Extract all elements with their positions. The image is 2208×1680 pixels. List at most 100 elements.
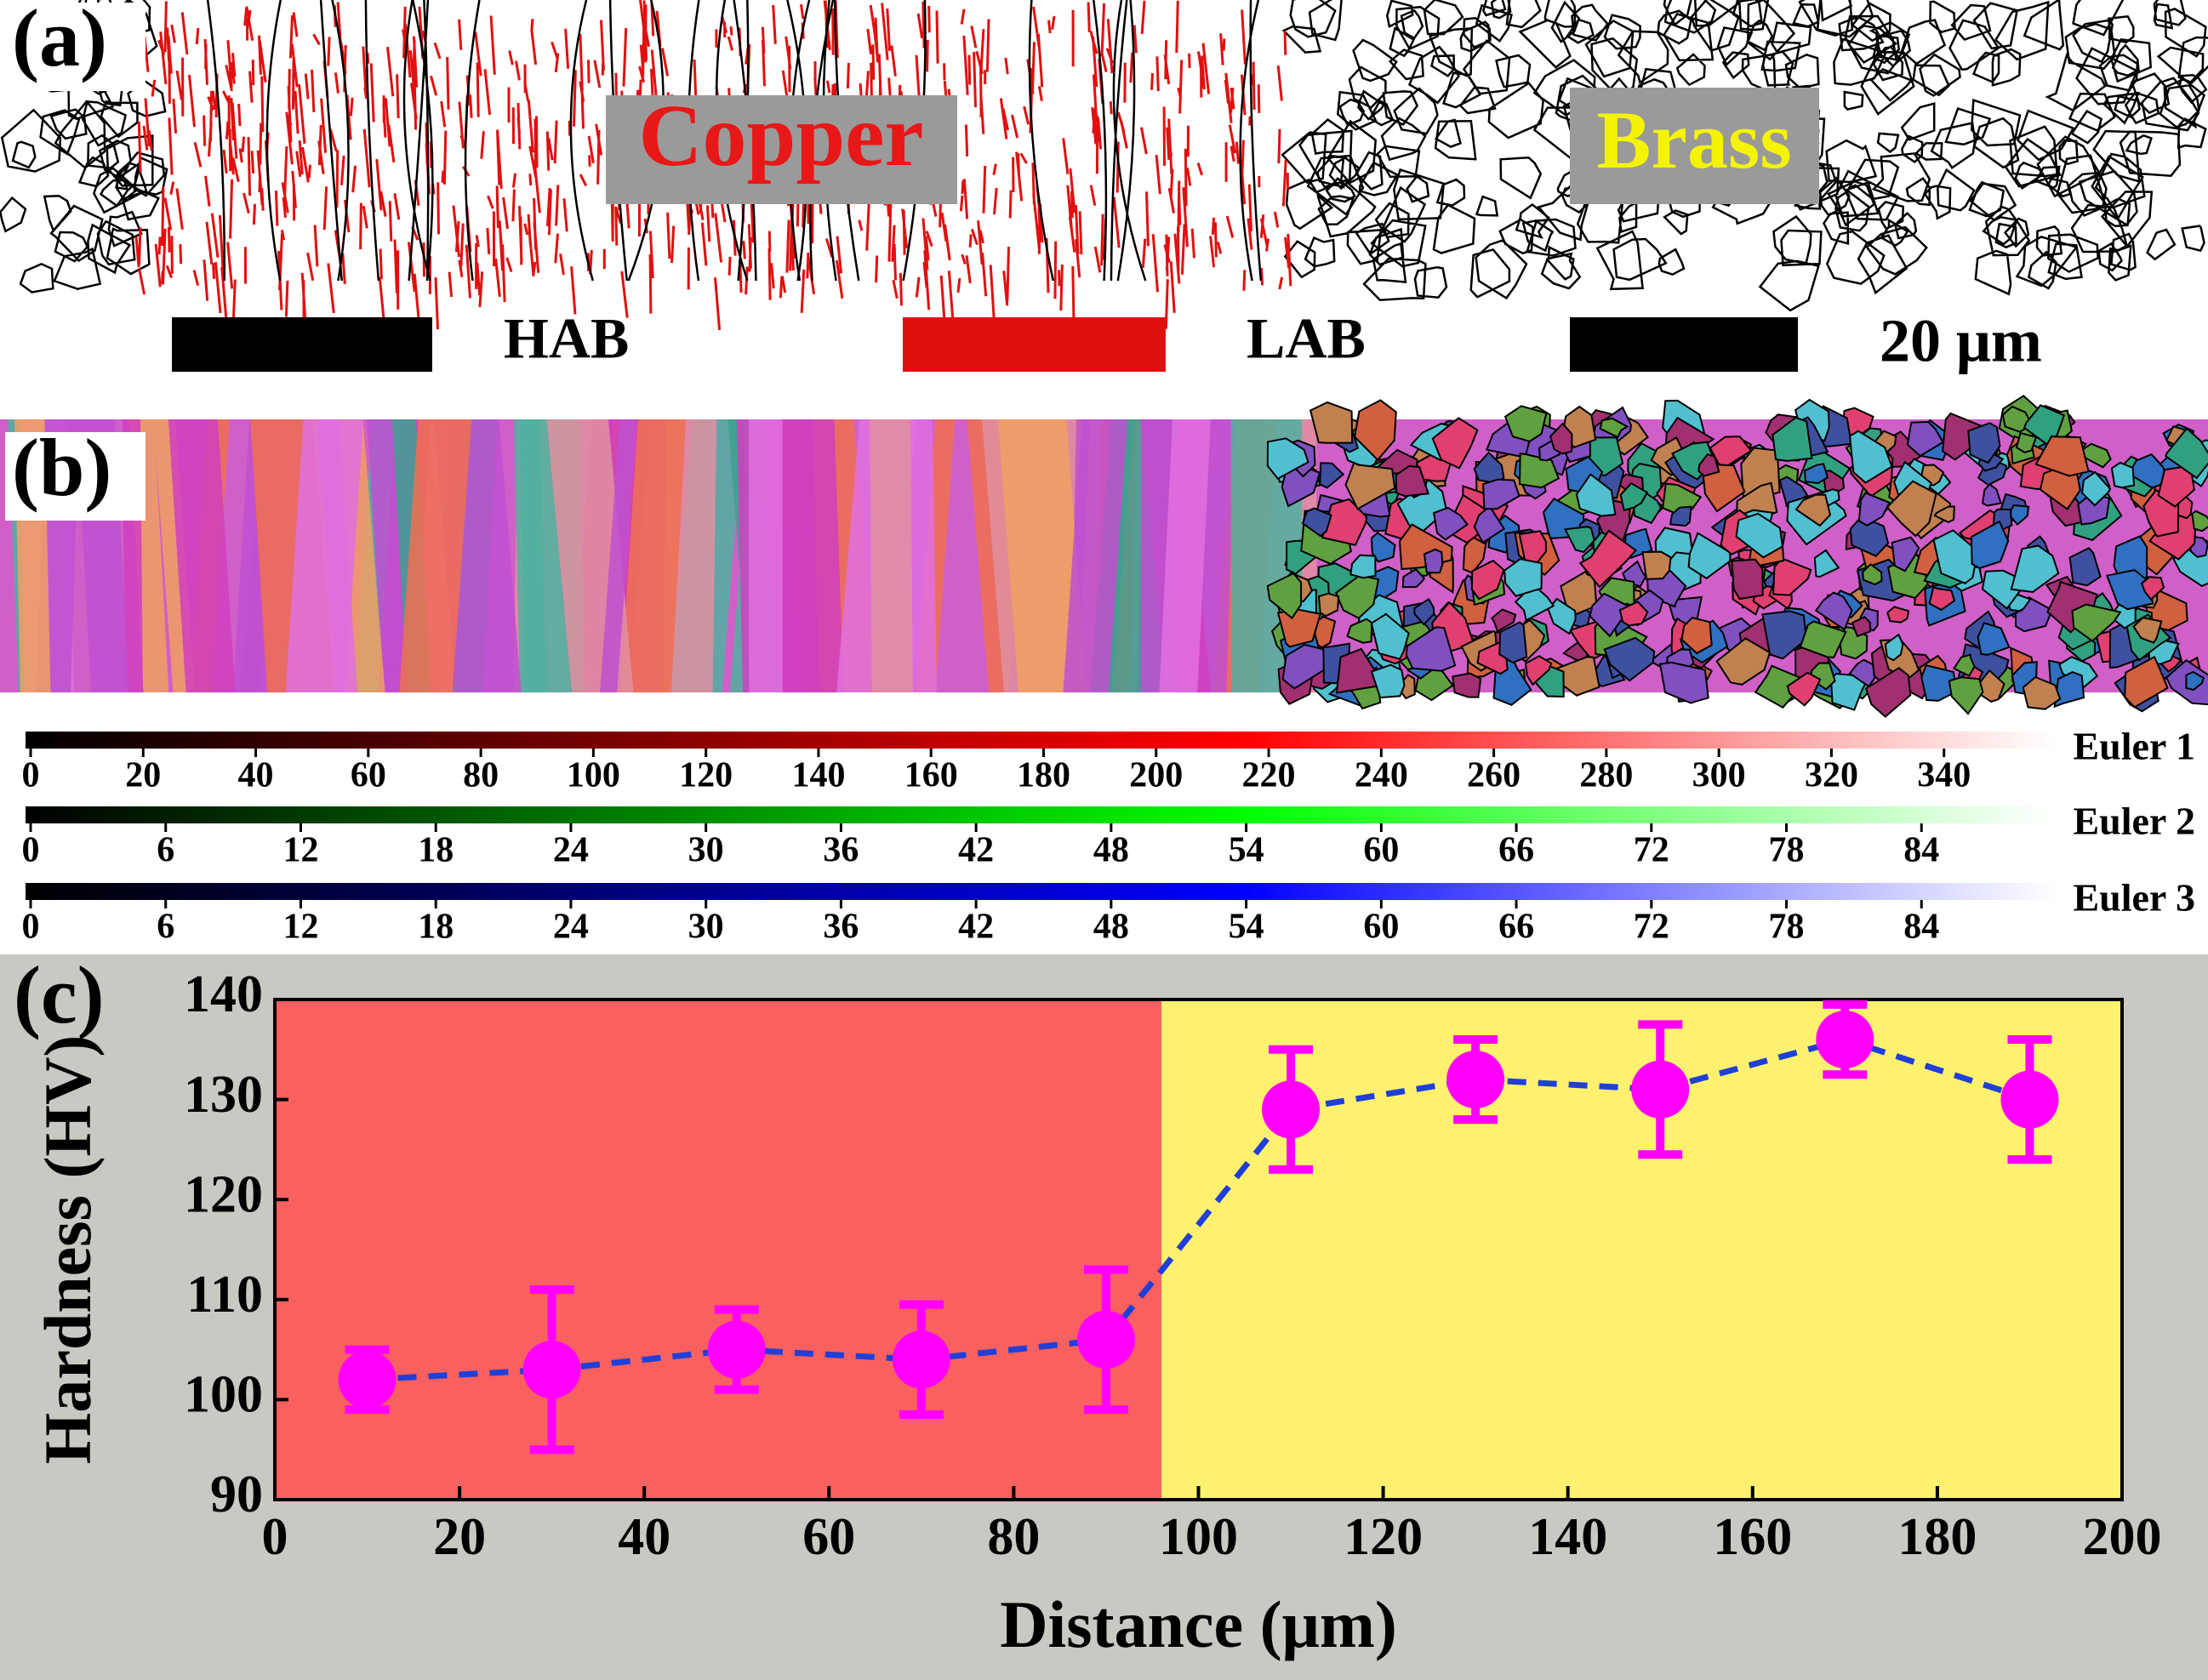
- grain: [1933, 505, 1955, 524]
- grain: [2022, 675, 2062, 710]
- colorbar-tick-label: 100: [567, 756, 620, 795]
- data-point: [2000, 1070, 2059, 1129]
- grain: [1578, 529, 1637, 589]
- grain: [2015, 431, 2038, 453]
- grain: [1715, 637, 1772, 686]
- x-tick-label: 160: [1713, 1508, 1792, 1566]
- x-tick-label: 140: [1528, 1508, 1607, 1566]
- data-point: [707, 1320, 766, 1379]
- grain-boundaries: [0, 0, 2208, 312]
- colorbar-tick-label: 84: [1903, 908, 1939, 947]
- grain: [1395, 464, 1430, 498]
- colorbar: [26, 883, 2057, 900]
- grain: [2191, 510, 2208, 532]
- colorbar: [26, 732, 2057, 749]
- grain: [1970, 520, 2010, 570]
- grain: [1680, 616, 1713, 655]
- y-tick-label: 110: [186, 1266, 263, 1324]
- colorbar-tick-label: 12: [282, 831, 318, 870]
- grain: [1503, 558, 1543, 597]
- colorbar-tick-label: 140: [791, 756, 845, 795]
- colorbar-tick-label: 42: [958, 831, 994, 870]
- colorbar-tick-label: 0: [22, 908, 40, 947]
- grain: [1266, 572, 1303, 620]
- grain: [1490, 608, 1517, 633]
- colorbar-tick-label: 60: [351, 756, 386, 795]
- grain: [2140, 576, 2165, 601]
- x-tick-label: 120: [1344, 1508, 1423, 1566]
- grain: [1920, 663, 1958, 702]
- grain: [749, 419, 783, 692]
- colorbar-tick-label: 260: [1467, 756, 1520, 795]
- grain: [2185, 670, 2205, 692]
- colorbar-tick-label: 84: [1903, 831, 1939, 870]
- grain: [1549, 422, 1573, 455]
- colorbar-tick-label: 280: [1579, 756, 1633, 795]
- legend-swatch: [903, 317, 1166, 372]
- colorbar-tick-label: 0: [22, 756, 40, 795]
- colorbar-tick-label: 60: [1363, 908, 1399, 947]
- grain: [1952, 653, 1976, 677]
- grain: [1344, 461, 1396, 510]
- colorbar-tick-label: 78: [1769, 831, 1805, 870]
- panel-label: (c): [14, 949, 105, 1040]
- grain: [1669, 505, 1692, 527]
- grain: [2127, 453, 2170, 489]
- colorbar-label: Euler 2: [2073, 800, 2195, 843]
- colorbar-tick-label: 240: [1355, 756, 1408, 795]
- data-point: [892, 1330, 950, 1389]
- grain: [1761, 610, 1807, 660]
- data-point: [1262, 1080, 1321, 1139]
- grain: [1503, 405, 1548, 442]
- colorbar-label: Euler 3: [2073, 876, 2195, 920]
- grain: [1772, 416, 1813, 462]
- colorbar-tick-label: 0: [22, 831, 40, 870]
- micrographs: [0, 0, 2208, 718]
- colorbar-tick-label: 60: [1363, 831, 1399, 870]
- grain: [2132, 617, 2163, 644]
- grain: [1735, 512, 1784, 559]
- grain: [1413, 597, 1435, 626]
- grain: [2068, 547, 2102, 587]
- grain: [1599, 417, 1629, 439]
- grain: [1370, 612, 1410, 660]
- grain: [1799, 620, 1847, 658]
- data-point: [1816, 1011, 1874, 1069]
- colorbar-tick-label: 24: [553, 831, 589, 870]
- colorbar-tick-label: 42: [958, 908, 994, 947]
- grain: [1977, 622, 2011, 656]
- grain: [2034, 435, 2090, 477]
- colorbar-tick-label: 6: [157, 908, 174, 947]
- colorbar-tick-label: 72: [1634, 908, 1669, 947]
- colorbar-tick-label: 72: [1634, 831, 1669, 870]
- grain: [2080, 470, 2112, 507]
- legend-swatch: [172, 317, 432, 372]
- x-tick-label: 200: [2083, 1508, 2162, 1566]
- colorbar-tick-label: 6: [157, 831, 174, 870]
- grain: [1967, 422, 2001, 464]
- x-tick-label: 80: [987, 1508, 1040, 1566]
- grain: [869, 419, 913, 692]
- colorbar-tick-label: 18: [418, 831, 454, 870]
- grain: [2124, 655, 2169, 709]
- grain: [1473, 504, 1506, 544]
- grain: [1849, 430, 1893, 484]
- data-point: [1631, 1060, 1690, 1119]
- grain: [2164, 427, 2208, 480]
- colorbar-tick-label: 30: [688, 908, 724, 947]
- colorbar-tick-label: 54: [1229, 831, 1264, 870]
- colorbar-tick-label: 340: [1917, 756, 1971, 795]
- grain: [1849, 515, 1890, 557]
- grain: [1401, 568, 1426, 589]
- brass-box: [1570, 88, 1819, 204]
- grain: [1317, 592, 1340, 618]
- y-axis-label: Hardness (HV): [31, 1035, 105, 1465]
- colorbar-tick-label: 78: [1769, 908, 1805, 947]
- grain: [1063, 419, 1128, 692]
- y-tick-label: 90: [210, 1466, 263, 1523]
- colorbar-tick-label: 120: [679, 756, 733, 795]
- grain: [1370, 663, 1406, 699]
- grain: [1891, 536, 1920, 572]
